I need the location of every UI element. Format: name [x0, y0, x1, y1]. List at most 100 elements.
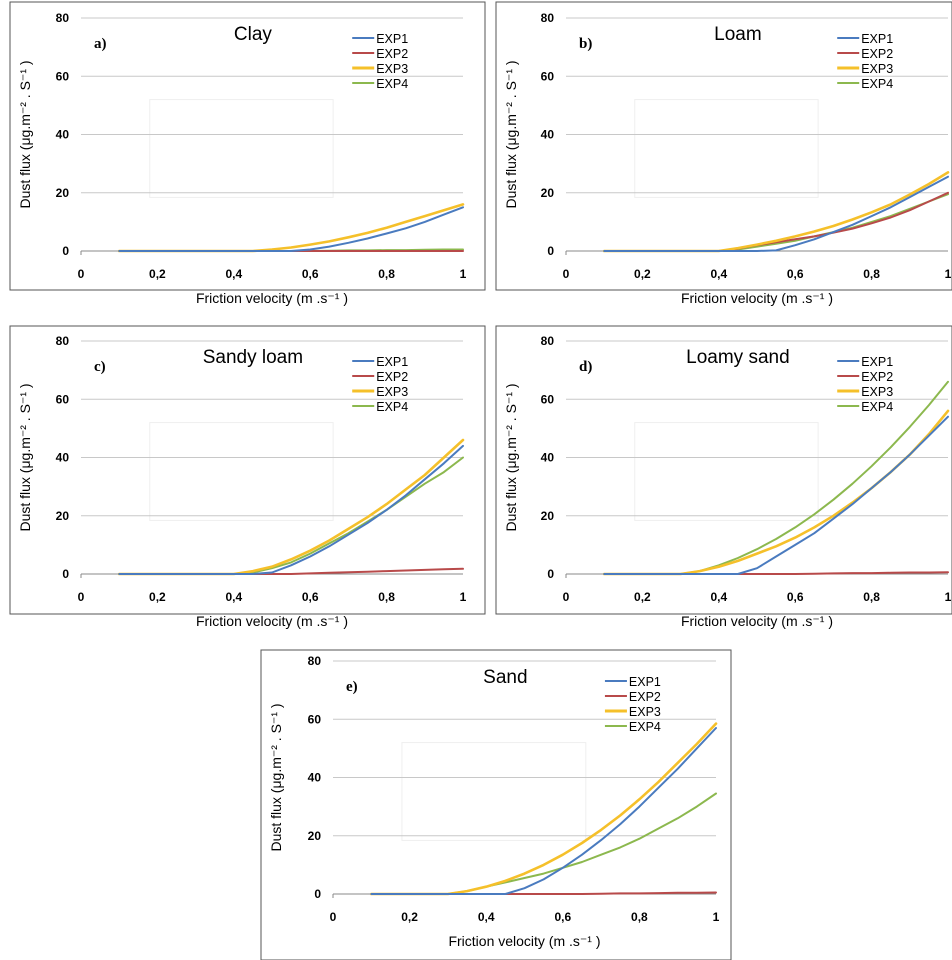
- faint-guide-box: [634, 99, 819, 198]
- y-tick-label: 60: [541, 392, 555, 406]
- x-tick-label: 0,2: [149, 590, 166, 604]
- legend-label: EXP2: [376, 370, 408, 384]
- legend-label: EXP1: [629, 675, 661, 689]
- y-tick-label: 0: [62, 244, 69, 258]
- legend-label: EXP3: [861, 385, 893, 399]
- y-axis-title: Dust flux (μg.m⁻² . S⁻¹ ): [503, 383, 519, 531]
- y-tick-label: 20: [56, 509, 70, 523]
- y-tick-label: 40: [56, 451, 70, 465]
- y-tick-label: 40: [56, 128, 70, 142]
- legend-label: EXP4: [376, 77, 408, 91]
- x-tick-label: 0,4: [710, 590, 727, 604]
- y-axis-title: Dust flux (μg.m⁻² . S⁻¹ ): [503, 60, 519, 208]
- y-tick-label: 20: [541, 509, 555, 523]
- y-tick-label: 20: [56, 186, 70, 200]
- faint-guide-box: [634, 422, 819, 521]
- y-tick-label: 40: [541, 451, 555, 465]
- panel-letter: a): [94, 36, 107, 52]
- panel-frame: [260, 649, 732, 960]
- x-tick-label: 0: [563, 590, 570, 604]
- y-tick-label: 60: [56, 392, 70, 406]
- x-tick-label: 0,2: [149, 267, 166, 281]
- panel-letter: c): [94, 359, 106, 375]
- faint-guide-box: [149, 99, 334, 198]
- y-tick-label: 20: [308, 829, 322, 843]
- y-tick-label: 80: [56, 11, 70, 25]
- y-tick-label: 80: [308, 654, 322, 668]
- y-axis-title: Dust flux (μg.m⁻² . S⁻¹ ): [17, 60, 33, 208]
- panel-letter: d): [579, 359, 592, 375]
- x-tick-label: 0,6: [787, 590, 804, 604]
- y-tick-label: 20: [541, 186, 555, 200]
- legend-label: EXP3: [629, 705, 661, 719]
- panel-frame: [9, 325, 486, 615]
- panel-title: Sandy loam: [203, 347, 303, 368]
- x-tick-label: 0,8: [863, 267, 880, 281]
- x-tick-label: 1: [713, 910, 720, 924]
- legend-label: EXP1: [861, 32, 893, 46]
- x-tick-label: 0,2: [634, 590, 651, 604]
- x-axis-title: Friction velocity (m .s⁻¹ ): [196, 613, 348, 629]
- y-tick-label: 0: [62, 567, 69, 581]
- x-axis-title: Friction velocity (m .s⁻¹ ): [448, 933, 600, 949]
- legend-label: EXP4: [376, 400, 408, 414]
- y-tick-label: 80: [541, 11, 555, 25]
- x-tick-label: 1: [945, 590, 952, 604]
- y-tick-label: 60: [308, 712, 322, 726]
- legend-label: EXP2: [376, 47, 408, 61]
- panel-frame: [9, 1, 486, 291]
- panel-letter: e): [346, 679, 358, 695]
- legend-label: EXP3: [861, 62, 893, 76]
- x-tick-label: 0,8: [378, 267, 395, 281]
- x-tick-label: 0,6: [554, 910, 571, 924]
- legend-label: EXP1: [376, 32, 408, 46]
- x-tick-label: 1: [945, 267, 952, 281]
- y-tick-label: 0: [547, 567, 554, 581]
- x-tick-label: 0,6: [787, 267, 804, 281]
- legend-label: EXP1: [861, 355, 893, 369]
- y-tick-label: 40: [541, 128, 555, 142]
- x-tick-label: 0,8: [863, 590, 880, 604]
- series-line-exp3: [369, 722, 718, 896]
- series-line-exp1: [370, 727, 717, 895]
- x-tick-label: 0,4: [225, 267, 242, 281]
- series-line-exp1: [603, 415, 949, 575]
- x-axis-title: Friction velocity (m .s⁻¹ ): [681, 290, 833, 306]
- panel-title: Loam: [714, 24, 762, 45]
- y-tick-label: 0: [314, 887, 321, 901]
- panel-title: Sand: [483, 667, 527, 688]
- series-line-exp1: [118, 444, 464, 575]
- legend-label: EXP2: [861, 47, 893, 61]
- faint-guide-box: [149, 422, 334, 521]
- x-axis-title: Friction velocity (m .s⁻¹ ): [196, 290, 348, 306]
- panel-letter: b): [579, 36, 592, 52]
- legend-label: EXP1: [376, 355, 408, 369]
- x-tick-label: 0,4: [710, 267, 727, 281]
- panel-title: Clay: [234, 24, 273, 45]
- x-axis-title: Friction velocity (m .s⁻¹ ): [681, 613, 833, 629]
- x-tick-label: 0: [563, 267, 570, 281]
- x-tick-label: 0,4: [225, 590, 242, 604]
- x-tick-label: 0,2: [401, 910, 418, 924]
- legend-label: EXP4: [861, 77, 893, 91]
- x-tick-label: 0,6: [302, 590, 319, 604]
- x-tick-label: 1: [460, 267, 467, 281]
- y-tick-label: 80: [541, 334, 555, 348]
- y-tick-label: 80: [56, 334, 70, 348]
- x-tick-label: 1: [460, 590, 467, 604]
- x-tick-label: 0: [78, 590, 85, 604]
- panel-frame: [495, 1, 952, 291]
- legend-label: EXP2: [861, 370, 893, 384]
- x-tick-label: 0: [330, 910, 337, 924]
- y-tick-label: 0: [547, 244, 554, 258]
- panel-title: Loamy sand: [686, 347, 790, 368]
- x-tick-label: 0,8: [631, 910, 648, 924]
- y-axis-title: Dust flux (μg.m⁻² . S⁻¹ ): [268, 703, 284, 851]
- y-tick-label: 60: [56, 69, 70, 83]
